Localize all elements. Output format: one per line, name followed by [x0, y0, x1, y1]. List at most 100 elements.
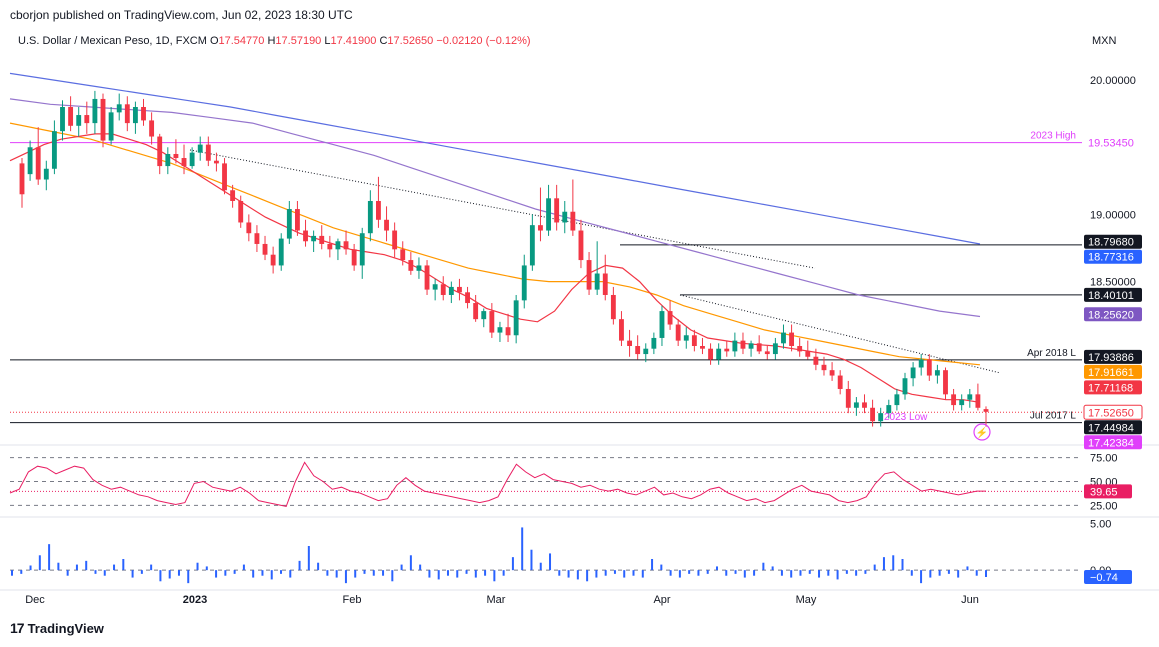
- candle-body: [789, 332, 795, 347]
- candle-body: [100, 98, 106, 141]
- candle-body: [489, 311, 495, 333]
- ema-mid-line: [9, 122, 981, 366]
- price-tag: [1084, 234, 1142, 249]
- candle-body: [772, 343, 778, 355]
- candle-body: [643, 348, 649, 355]
- candle-body: [408, 260, 414, 271]
- price-tag-label: 17.44984: [1088, 422, 1134, 434]
- y-tick-label: 20.00000: [1090, 75, 1136, 87]
- candle-body: [764, 351, 770, 355]
- candle-body: [740, 340, 746, 349]
- candle-body: [197, 144, 203, 153]
- candle-body: [213, 160, 219, 164]
- candle-body: [278, 238, 284, 266]
- candle-body: [724, 348, 730, 352]
- sma-long-line: [9, 72, 981, 245]
- price-tag: [1084, 420, 1142, 435]
- candle-body: [902, 378, 908, 395]
- candle-body: [554, 198, 560, 223]
- candle-body: [173, 153, 179, 159]
- sma-slow-line: [9, 98, 981, 318]
- candle-body: [19, 163, 25, 195]
- candle-body: [157, 136, 163, 167]
- candle-body: [975, 394, 981, 408]
- tradingview-logo-icon: 17: [10, 620, 25, 636]
- level-label: Apr 2018 L: [1027, 348, 1076, 359]
- candle-body: [181, 158, 187, 167]
- rsi-line: [9, 461, 986, 507]
- trendline-2: [679, 294, 1001, 374]
- price-tag: [1084, 135, 1142, 150]
- price-tag: [1083, 404, 1143, 420]
- candle-body: [108, 112, 114, 141]
- candle-body: [894, 394, 900, 406]
- candle-body: [84, 115, 90, 124]
- candle-body: [708, 348, 714, 360]
- symbol-name[interactable]: U.S. Dollar / Mexican Peso, 1D, FXCM: [18, 35, 207, 47]
- price-tag-label: 17.52650: [1088, 407, 1134, 419]
- candle-body: [943, 370, 948, 395]
- ema-fast-line: [9, 133, 981, 403]
- x-tick-label: 2023: [183, 594, 207, 606]
- price-tag-label: 18.40101: [1088, 290, 1134, 302]
- price-tag-label: 19.53450: [1088, 138, 1134, 150]
- candle-body: [392, 230, 398, 250]
- y-tick-label: 19.00000: [1090, 209, 1136, 221]
- candle-body: [602, 273, 608, 295]
- candle-body: [481, 311, 487, 320]
- candle-body: [845, 388, 851, 408]
- candle-body: [635, 346, 641, 355]
- open-value: 17.54770: [218, 35, 265, 47]
- rsi-value-tag: [1084, 484, 1132, 499]
- x-tick-label: Feb: [343, 594, 362, 606]
- price-tag-label: 18.25620: [1088, 309, 1134, 321]
- candle-body: [238, 200, 244, 223]
- candle-body: [732, 340, 738, 352]
- price-tag: [1084, 287, 1142, 302]
- price-tag: [1084, 349, 1142, 364]
- candle-body: [959, 399, 965, 406]
- candle-body: [675, 324, 681, 341]
- candle-body: [700, 346, 705, 349]
- level-label: 2023 High: [1030, 131, 1076, 142]
- candle-body: [659, 311, 665, 338]
- candle-body: [473, 303, 479, 320]
- candle-body: [262, 243, 268, 255]
- candle-body: [529, 225, 535, 266]
- candle-body: [546, 198, 551, 231]
- candle-body: [27, 147, 33, 175]
- candle-body: [667, 311, 673, 325]
- candle-body: [610, 294, 616, 320]
- candle-body: [562, 211, 568, 223]
- candle-body: [910, 367, 916, 379]
- price-tag: [1084, 364, 1142, 379]
- candle-body: [805, 351, 811, 357]
- price-tag-label: 17.42384: [1088, 437, 1134, 449]
- candle-body: [683, 335, 689, 341]
- candle-body: [538, 225, 543, 231]
- x-tick-label: Mar: [487, 594, 506, 606]
- candle-body: [343, 241, 349, 250]
- trendline-1: [189, 149, 816, 269]
- candle-body: [116, 104, 122, 113]
- price-tag-label: 17.93886: [1088, 352, 1134, 364]
- candle-body: [60, 106, 65, 132]
- change-value: −0.02120 (−0.12%): [436, 35, 531, 47]
- candle-body: [222, 163, 227, 191]
- candle-body: [68, 106, 74, 126]
- candle-body: [578, 230, 584, 261]
- candle-body: [853, 402, 859, 408]
- candle-body: [878, 413, 884, 422]
- publisher-caption: cborjon published on TradingView.com, Ju…: [10, 8, 353, 22]
- x-tick-label: Dec: [25, 594, 45, 606]
- candle-body: [189, 152, 195, 167]
- candle-body: [870, 407, 876, 422]
- candle-body: [570, 211, 576, 231]
- footer-brand[interactable]: 17 TradingView: [10, 620, 104, 636]
- candle-body: [497, 327, 503, 333]
- candle-body: [92, 98, 98, 124]
- candle-body: [432, 284, 438, 290]
- candle-body: [400, 249, 406, 261]
- high-label: H: [267, 35, 276, 47]
